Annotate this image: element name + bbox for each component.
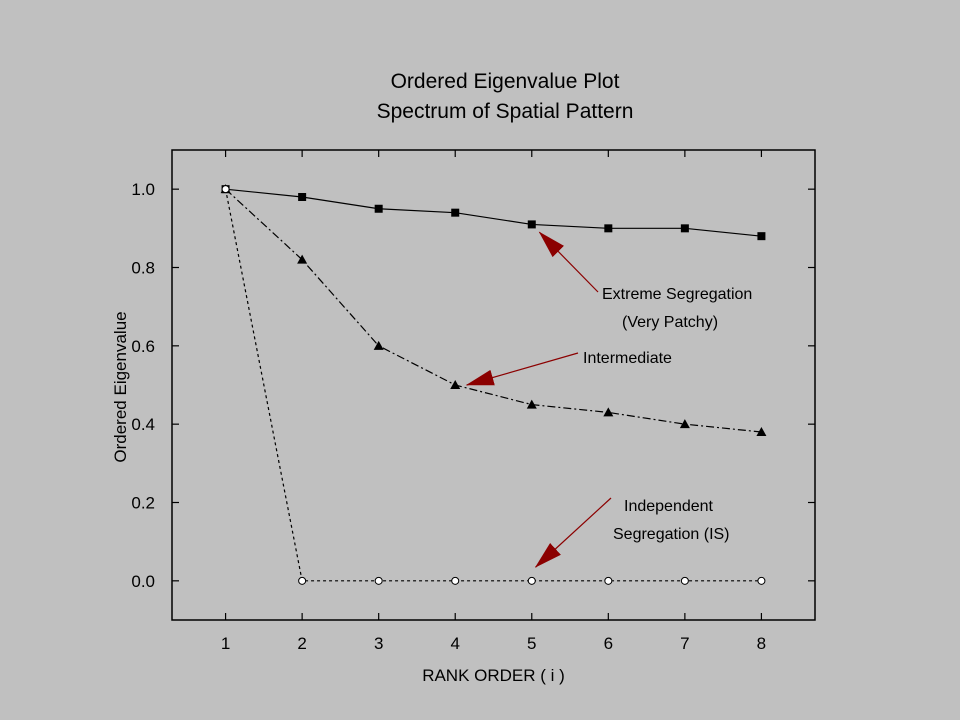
open-circle-point [604, 576, 613, 585]
chart-subtitle: Spectrum of Spatial Pattern [376, 100, 634, 123]
series-line [225, 188, 762, 433]
y-tick-label: 1.0 [131, 180, 155, 199]
y-tick-label: 0.6 [131, 337, 155, 356]
annotation-text: (Very Patchy) [622, 314, 718, 331]
series-1 [221, 185, 766, 241]
open-circle-point [680, 576, 689, 585]
x-tick-label: 8 [757, 634, 766, 653]
square-point [680, 224, 689, 233]
square-point [527, 220, 536, 229]
annotation-2: Intermediate [465, 350, 672, 386]
annotation-text: Segregation (IS) [613, 526, 730, 543]
triangle-point [373, 340, 384, 350]
square-point [374, 204, 383, 213]
axes: 1 2 3 4 5 6 7 8 0.0 0.2 0.4 0.6 0.8 1.0 RANK ORDER ( i… [111, 150, 815, 685]
triangle-point [297, 254, 308, 264]
open-circle-point [527, 576, 536, 585]
open-circle-point [451, 576, 460, 585]
y-tick-label: 0.2 [131, 494, 155, 513]
square-point [298, 193, 307, 201]
x-tick-label: 4 [450, 634, 459, 653]
annotation-arrow [538, 231, 599, 293]
series-2 [220, 184, 767, 436]
open-circle-point [298, 576, 307, 585]
plot-frame [171, 149, 816, 621]
triangle-point [526, 399, 537, 409]
data-series [220, 184, 767, 585]
open-circle-point [757, 576, 766, 585]
annotation-arrow [534, 497, 612, 568]
series-3 [221, 185, 766, 585]
x-tick-label: 7 [680, 634, 689, 653]
annotation-text: Intermediate [583, 350, 672, 367]
x-tick-label: 2 [297, 634, 306, 653]
annotation-3: Independent Segregation (IS) [534, 497, 730, 568]
x-tick-label: 3 [374, 634, 383, 653]
x-tick-label: 5 [527, 634, 536, 653]
annotation-text: Extreme Segregation [602, 286, 752, 303]
chart-title: Ordered Eigenvalue Plot [390, 70, 620, 93]
series-line [225, 188, 762, 237]
triangle-point [450, 380, 461, 389]
x-axis-label: RANK ORDER ( i ) [422, 666, 565, 685]
y-tick-label: 0.4 [131, 415, 155, 434]
annotations: Extreme Segregation (Very Patchy) Intermed… [465, 231, 752, 568]
triangle-point [603, 407, 614, 417]
annotation-text: Independent [624, 498, 714, 515]
open-circle-point [221, 185, 230, 194]
open-circle-point [374, 576, 383, 585]
y-axis-label: Ordered Eigenvalue [111, 311, 130, 462]
triangle-point [756, 427, 767, 436]
annotation-arrow [465, 352, 579, 386]
y-tick-label: 0.0 [131, 572, 155, 591]
x-tick-label: 1 [221, 634, 230, 653]
triangle-point [679, 419, 690, 429]
series-line [224, 189, 762, 582]
annotation-1: Extreme Segregation (Very Patchy) [538, 231, 752, 331]
y-tick-label: 0.8 [131, 259, 155, 278]
x-tick-label: 6 [604, 634, 613, 653]
square-point [757, 232, 766, 241]
square-point [604, 224, 613, 233]
square-point [451, 208, 460, 217]
